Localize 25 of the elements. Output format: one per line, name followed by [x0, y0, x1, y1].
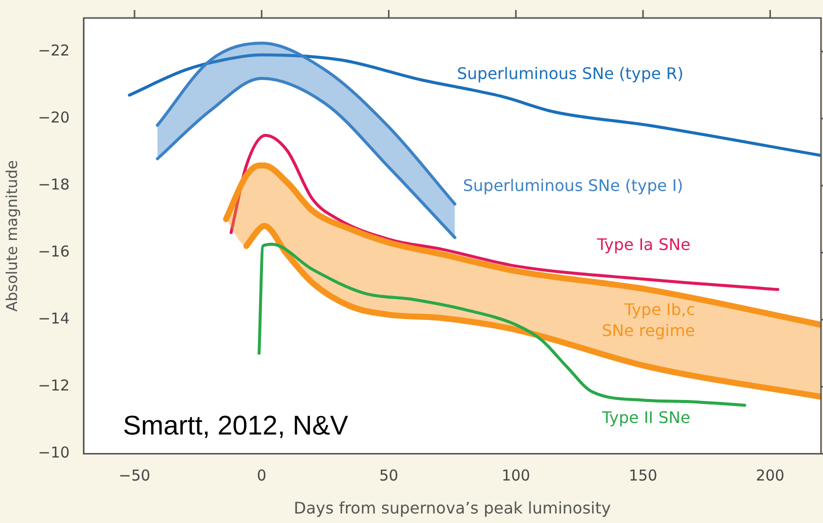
- series-label: Type Ia SNe: [596, 235, 690, 254]
- y-axis-title: Absolute magnitude: [2, 160, 21, 312]
- x-tick-label: 50: [379, 466, 398, 485]
- line-series: [230, 134, 780, 292]
- series-label: Superluminous SNe (type I): [463, 176, 684, 196]
- series-label: Superluminous SNe (type R): [457, 64, 684, 84]
- y-tick-label: −14: [38, 310, 70, 328]
- x-axis-title: Days from supernova’s peak luminosity: [294, 498, 611, 518]
- x-tick-label: 100: [502, 466, 530, 485]
- y-tick-label: −16: [38, 242, 70, 261]
- y-tick-label: −10: [38, 444, 70, 462]
- line-series: [128, 53, 821, 157]
- series-label: Type Ib,c SNe regime: [602, 300, 695, 340]
- y-tick-label: −18: [38, 176, 70, 194]
- line-series: [156, 76, 456, 240]
- y-tick-label: −22: [38, 41, 70, 60]
- series-label: Type II SNe: [601, 408, 690, 428]
- line-series: [156, 42, 456, 206]
- x-tick-label: 150: [628, 466, 658, 485]
- y-tick-label: −12: [38, 376, 70, 395]
- x-tick-label: 200: [756, 466, 784, 485]
- annotation: Smartt, 2012, N&V: [123, 410, 348, 440]
- x-tick-label: −50: [118, 466, 150, 485]
- y-tick-label: −20: [38, 108, 70, 126]
- x-tick-label: 0: [256, 466, 266, 485]
